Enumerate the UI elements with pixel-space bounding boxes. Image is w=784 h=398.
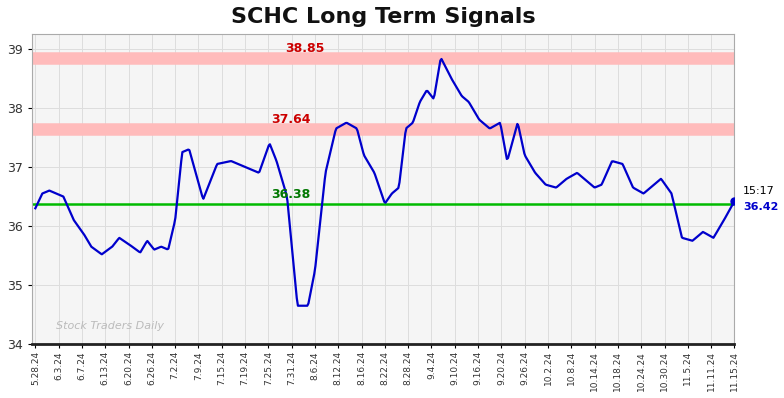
Text: 38.85: 38.85: [285, 42, 324, 55]
Text: 36.42: 36.42: [742, 202, 779, 212]
Text: 37.64: 37.64: [270, 113, 310, 126]
Title: SCHC Long Term Signals: SCHC Long Term Signals: [230, 7, 535, 27]
Text: Stock Traders Daily: Stock Traders Daily: [56, 321, 165, 331]
Text: 36.38: 36.38: [271, 187, 310, 201]
Text: 15:17: 15:17: [742, 185, 775, 195]
